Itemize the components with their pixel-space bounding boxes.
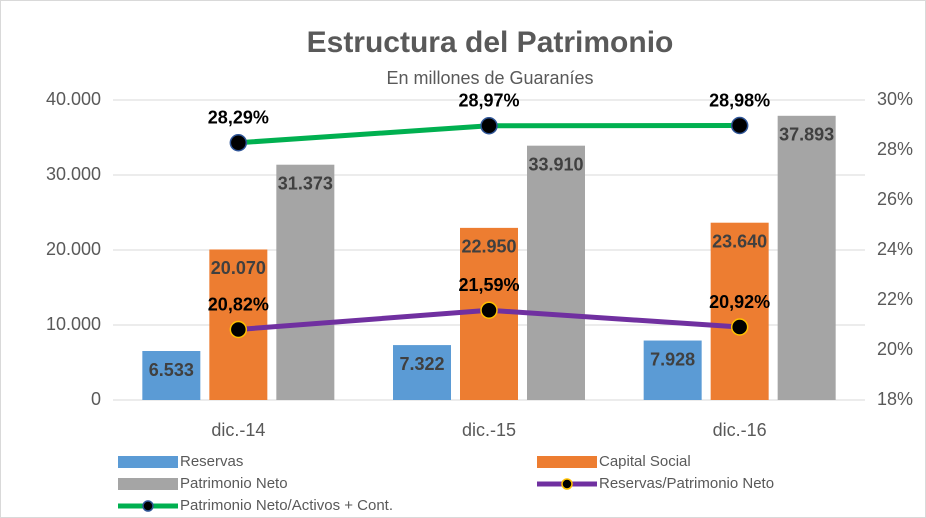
y2-tick-label: 24% bbox=[877, 239, 913, 259]
legend-swatch bbox=[118, 456, 178, 468]
line-marker bbox=[480, 301, 498, 319]
legend-label: Patrimonio Neto/Activos + Cont. bbox=[180, 497, 393, 514]
bar bbox=[393, 345, 451, 400]
y2-tick-label: 30% bbox=[877, 89, 913, 109]
line-marker bbox=[730, 318, 749, 336]
line-marker bbox=[480, 117, 498, 135]
legend-swatch bbox=[118, 478, 178, 490]
line-value-label: 20,92% bbox=[709, 292, 770, 312]
y-tick-label: 40.000 bbox=[46, 89, 101, 109]
y2-tick-label: 26% bbox=[877, 189, 913, 209]
line-value-label: 28,29% bbox=[208, 108, 269, 128]
y-tick-label: 10.000 bbox=[46, 314, 101, 334]
bar bbox=[276, 164, 335, 400]
y2-tick-label: 22% bbox=[877, 289, 913, 309]
bar-value-label: 37.893 bbox=[779, 125, 834, 145]
y-tick-label: 20.000 bbox=[46, 239, 101, 259]
bar-value-label: 7.928 bbox=[650, 349, 695, 369]
legend-marker bbox=[561, 478, 573, 490]
y-tick-label: 0 bbox=[91, 389, 101, 409]
legend-label: Reservas bbox=[180, 453, 243, 470]
line-value-label: 28,97% bbox=[458, 91, 519, 111]
legend-label: Capital Social bbox=[599, 453, 691, 470]
x-tick-label: dic.-14 bbox=[211, 420, 265, 440]
chart-subtitle: En millones de Guaraníes bbox=[386, 68, 593, 88]
bar bbox=[710, 222, 769, 400]
bar-value-label: 20.070 bbox=[211, 258, 266, 278]
x-tick-label: dic.-15 bbox=[462, 420, 516, 440]
chart-title: Estructura del Patrimonio bbox=[307, 26, 674, 59]
bar bbox=[527, 145, 585, 400]
legend-marker bbox=[142, 500, 154, 512]
legend-label: Reservas/Patrimonio Neto bbox=[599, 475, 774, 492]
y2-tick-label: 20% bbox=[877, 339, 913, 359]
bar-value-label: 6.533 bbox=[149, 360, 194, 380]
bar-value-label: 22.950 bbox=[461, 237, 516, 257]
y2-tick-label: 18% bbox=[877, 389, 913, 409]
bar-value-label: 33.910 bbox=[528, 154, 583, 174]
y2-tick-label: 28% bbox=[877, 139, 913, 159]
legend-swatch bbox=[537, 456, 597, 468]
bar-value-label: 31.373 bbox=[278, 173, 333, 193]
bar-value-label: 7.322 bbox=[399, 354, 444, 374]
line-marker bbox=[229, 134, 248, 152]
line-value-label: 28,98% bbox=[709, 90, 770, 110]
bar bbox=[142, 351, 201, 400]
line-value-label: 20,82% bbox=[208, 294, 269, 314]
line-marker bbox=[229, 320, 248, 339]
bar bbox=[643, 340, 702, 400]
line-value-label: 21,59% bbox=[458, 275, 519, 295]
legend-label: Patrimonio Neto bbox=[180, 475, 288, 492]
bar bbox=[777, 115, 836, 401]
x-tick-label: dic.-16 bbox=[713, 420, 767, 440]
bar-value-label: 23.640 bbox=[712, 231, 767, 251]
y-tick-label: 30.000 bbox=[46, 164, 101, 184]
line-marker bbox=[730, 116, 749, 135]
